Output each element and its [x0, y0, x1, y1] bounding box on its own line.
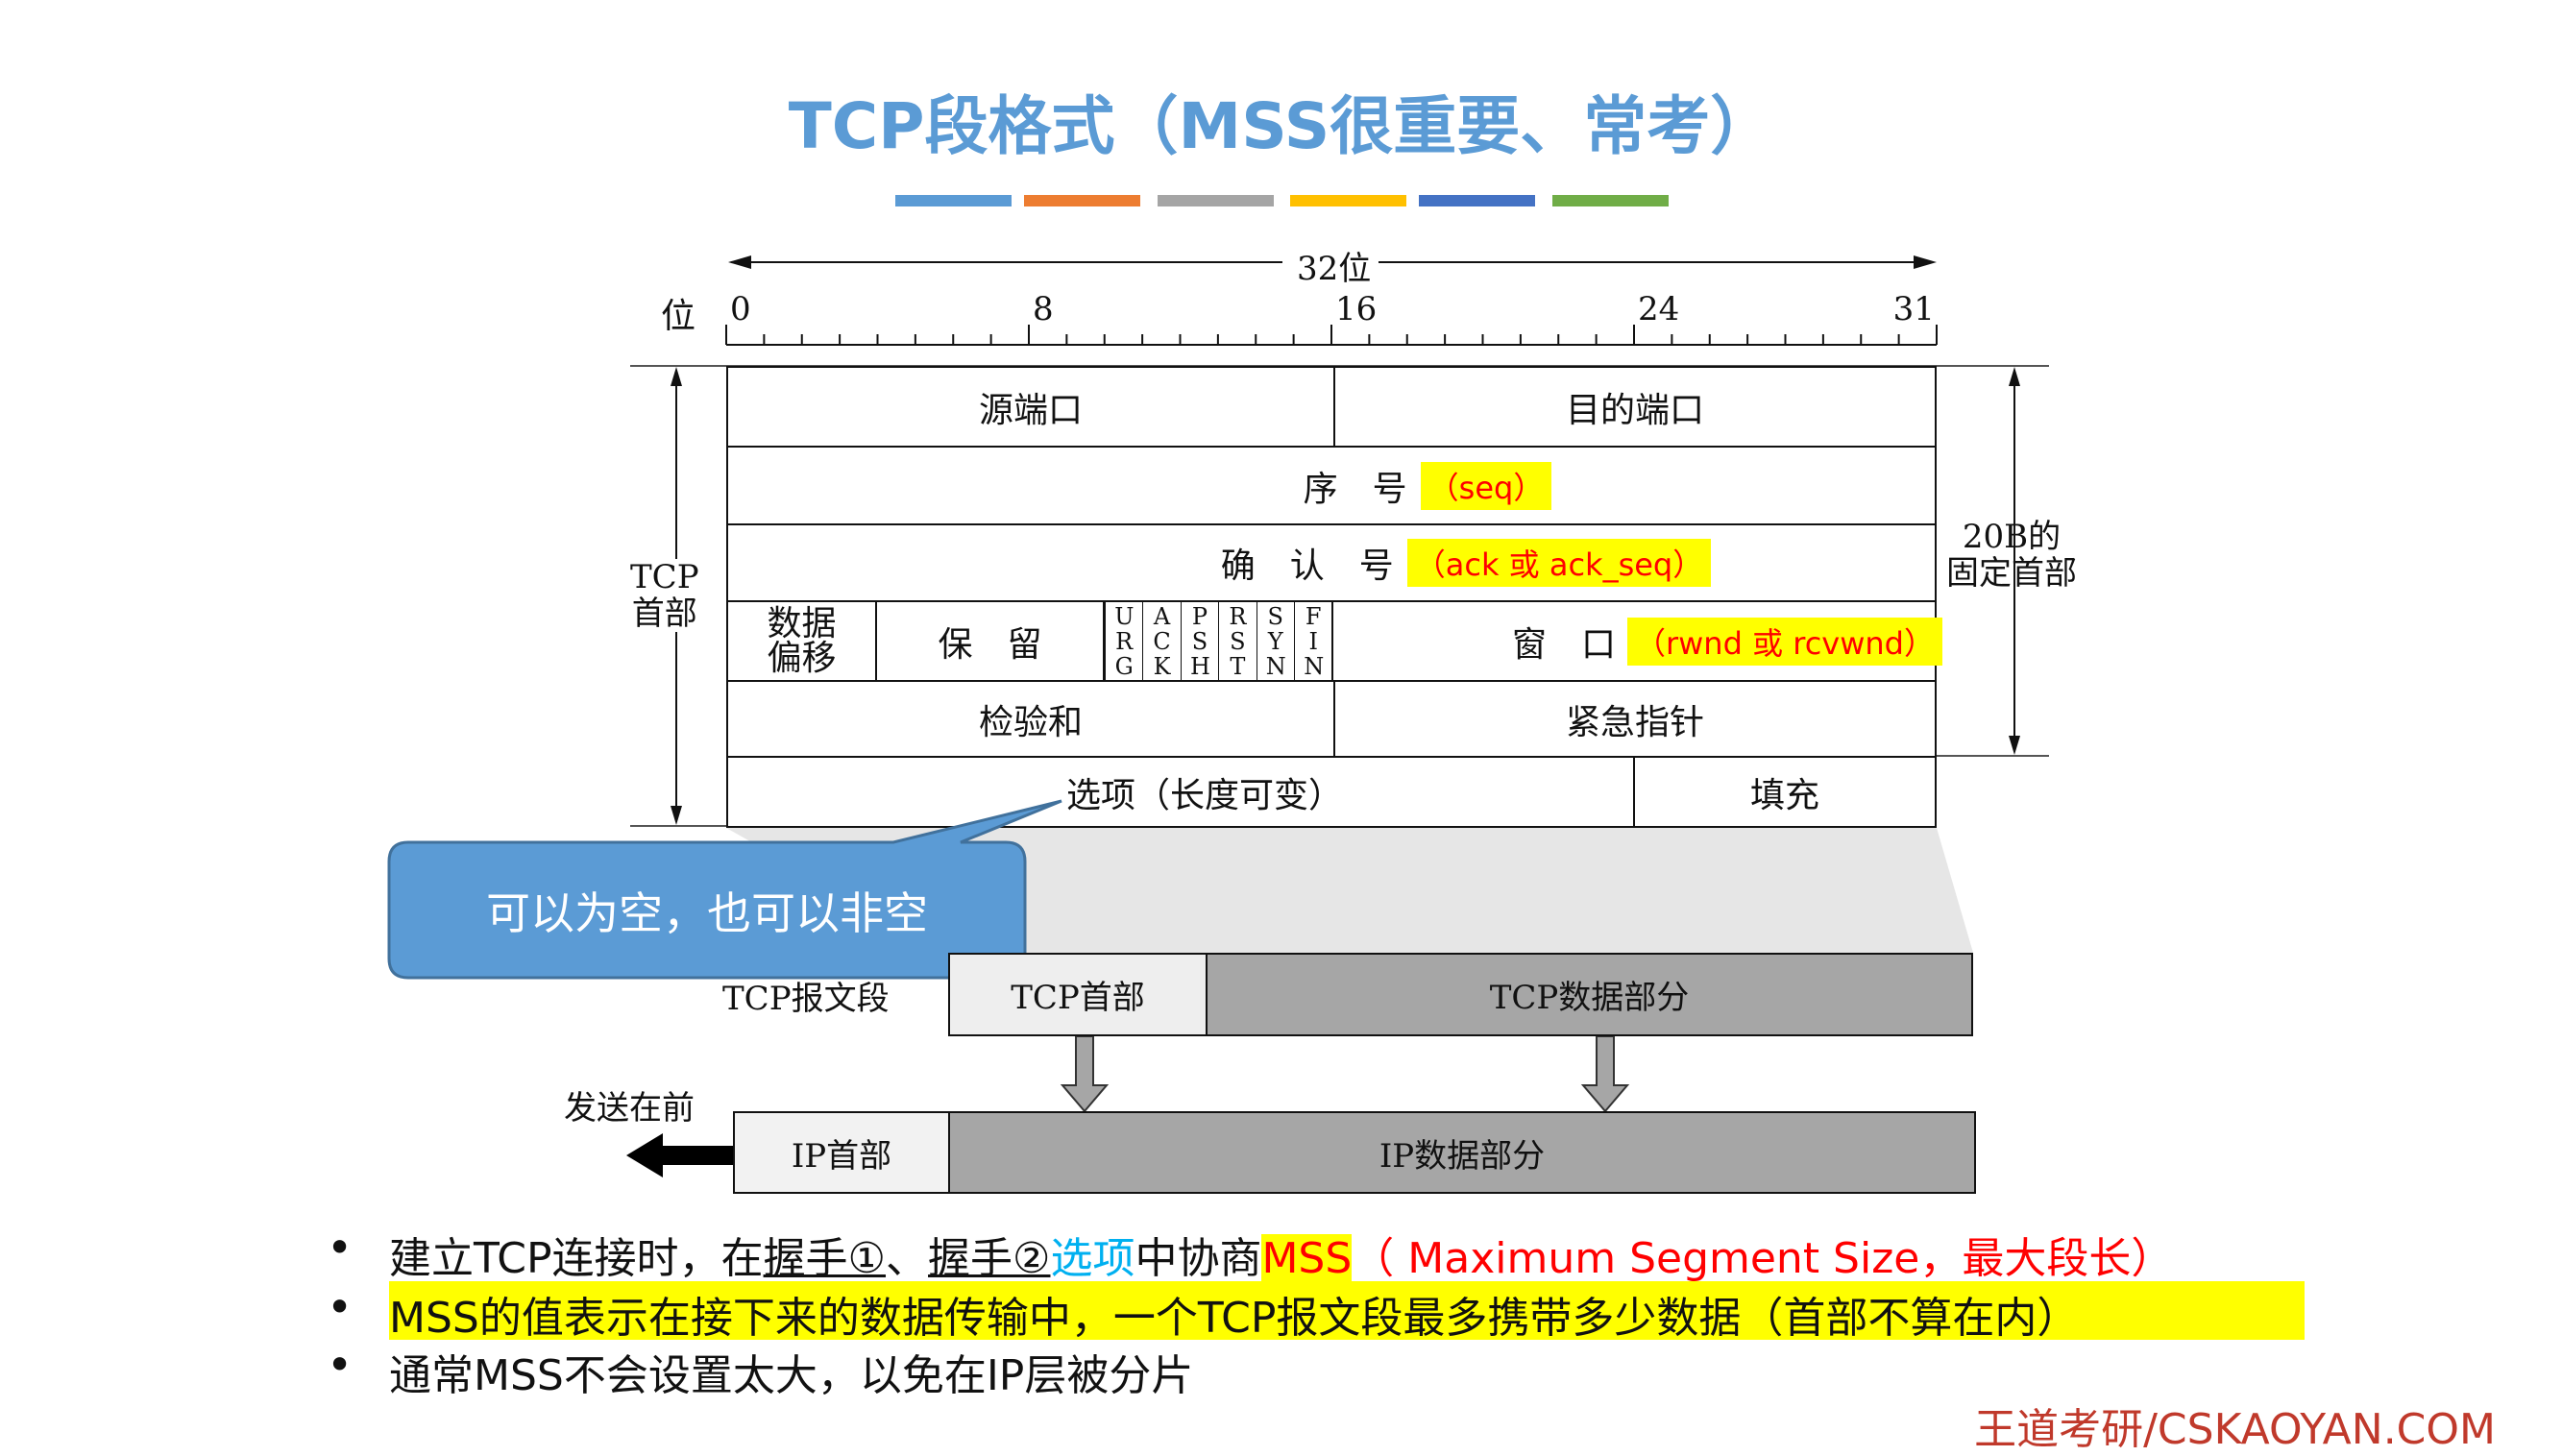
padding-label: 填充: [1749, 775, 1819, 815]
bullet-3: 通常MSS不会设置太大，以免在IP层被分片: [389, 1351, 1194, 1400]
b1-mss: MSS: [1261, 1234, 1353, 1283]
callout-text: 可以为空，也可以非空: [486, 887, 928, 939]
window-label: 窗 口: [1511, 624, 1616, 665]
checksum-label: 检验和: [978, 702, 1083, 742]
tcp-data-box-label: TCP数据部分: [1489, 979, 1690, 1017]
data-offset-field: 数据 偏移: [726, 600, 877, 682]
bullet-1: 建立TCP连接时，在握手①、握手②选项中协商MSS（ Maximum Segme…: [389, 1224, 2173, 1285]
data-offset-label: 数据 偏移: [767, 603, 837, 678]
b1-negotiate: 中协商: [1135, 1234, 1262, 1283]
seq-label: 序 号: [1303, 469, 1407, 509]
flag-psh: PSH: [1180, 600, 1219, 682]
src-port-label: 源端口: [978, 390, 1083, 430]
flag-fin-label: FIN: [1304, 602, 1325, 680]
options-label: 选项（长度可变）: [1065, 775, 1343, 815]
tcp-header-label: TCP 首部: [630, 558, 699, 633]
color-bar: [1419, 195, 1535, 206]
window-note: （rwnd 或 rcvwnd）: [1626, 617, 1942, 666]
ip-header-box: IP首部: [733, 1111, 950, 1194]
ack-field: 确 认 号 （ack 或 ack_seq）: [726, 523, 1937, 602]
ip-data-box: IP数据部分: [948, 1111, 1976, 1194]
down-arrow-icon: [1580, 1035, 1630, 1113]
width-label: 32位: [1297, 250, 1372, 288]
color-bar: [1158, 195, 1274, 206]
tcp-header-box: TCP首部: [948, 953, 1208, 1036]
tcp-header-box-label: TCP首部: [1011, 979, 1145, 1017]
seq-field: 序 号 （seq）: [726, 446, 1937, 525]
fixed-header-label: 20B的 固定首部: [1946, 518, 2077, 593]
send-first-label: 发送在前: [564, 1089, 695, 1128]
reserved-label: 保 留: [938, 624, 1042, 665]
options-field: 选项（长度可变）: [726, 756, 1635, 828]
tcp-data-box: TCP数据部分: [1206, 953, 1973, 1036]
flag-ack-label: ACK: [1153, 602, 1171, 680]
footer-brand: 王道考研/CSKAOYAN.COM: [1974, 1405, 2496, 1454]
color-bar: [1552, 195, 1669, 206]
expand-shading: [726, 828, 1973, 953]
flag-urg-label: URG: [1114, 602, 1135, 680]
page-title: TCP段格式（MSS很重要、常考）: [788, 89, 1774, 163]
tcp-segment-label: TCP报文段: [722, 980, 890, 1018]
arrow-left-head: [728, 255, 751, 269]
window-field: 窗 口（rwnd 或 rcvwnd）: [1331, 600, 1942, 682]
b1-text: 建立TCP连接时，在: [389, 1234, 764, 1283]
b1-mss-def: （ Maximum Segment Size，最大段长）: [1352, 1234, 2174, 1283]
bit-number: 31: [1892, 290, 1935, 328]
b1-handshake1: 握手①: [763, 1234, 887, 1283]
down-arrow-icon: [1060, 1035, 1110, 1113]
color-bar: [895, 195, 1012, 206]
send-direction-arrow-icon: [626, 1133, 733, 1177]
color-bar: [1024, 195, 1140, 206]
bit-number: 16: [1335, 290, 1378, 328]
flag-fin: FIN: [1294, 600, 1332, 682]
bullet2-highlight: [389, 1281, 2305, 1340]
ip-header-box-label: IP首部: [791, 1136, 892, 1176]
bullet-dot: •: [327, 1281, 354, 1333]
b1-handshake2: 握手②: [928, 1234, 1051, 1283]
padding-field: 填充: [1633, 756, 1937, 828]
seq-note: （seq）: [1420, 461, 1552, 510]
arrow-right-head: [1914, 255, 1937, 269]
b1-options: 选项: [1050, 1234, 1135, 1283]
bit-number: 0: [730, 290, 751, 328]
bit-ruler: [725, 325, 1938, 346]
dst-port-label: 目的端口: [1565, 390, 1704, 430]
flag-rst-label: RST: [1229, 602, 1247, 680]
flag-syn: SYN: [1256, 600, 1294, 682]
ack-note: （ack 或 ack_seq）: [1406, 539, 1712, 587]
flag-psh-label: PSH: [1189, 602, 1210, 680]
urgent-pointer-label: 紧急指针: [1565, 702, 1704, 742]
bullet-dot: •: [327, 1222, 354, 1274]
ack-label: 确 认 号: [1220, 546, 1394, 586]
ip-data-box-label: IP数据部分: [1379, 1136, 1546, 1176]
bit-label: 位: [661, 297, 696, 336]
bit-number: 8: [1033, 290, 1054, 328]
color-bar: [1290, 195, 1406, 206]
bullet-dot: •: [327, 1339, 354, 1391]
bullet-2: MSS的值表示在接下来的数据传输中，一个TCP报文段最多携带多少数据（首部不算在…: [389, 1294, 2080, 1343]
flag-syn-label: SYN: [1265, 602, 1286, 680]
bit-number: 24: [1638, 290, 1680, 328]
checksum-field: 检验和: [726, 680, 1335, 758]
b1-sep: 、: [886, 1234, 929, 1283]
